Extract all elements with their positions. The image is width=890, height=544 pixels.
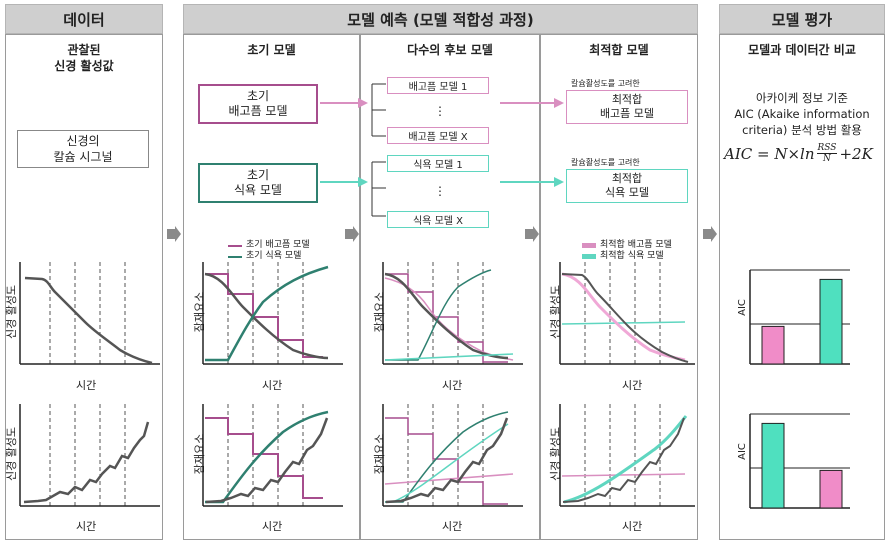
legend-swatch-best-hunger bbox=[582, 243, 596, 248]
appetite-model-x: 식욕 모델 X bbox=[387, 211, 489, 228]
best-appetite-note: 칼슘활성도를 고려한 bbox=[571, 158, 640, 167]
col4-ylabel-bottom: 신경 활성도 bbox=[549, 426, 563, 482]
col3-xlabel-bottom: 시간 bbox=[442, 520, 463, 533]
aic-chart-top bbox=[749, 269, 850, 365]
aic-bar-bottom-2 bbox=[819, 469, 843, 509]
appetite-dots: ⋮ bbox=[434, 184, 446, 198]
col3-chart-top bbox=[382, 262, 523, 365]
aic-ylabel-top: AIC bbox=[736, 299, 748, 316]
col2-chart-bottom bbox=[202, 404, 343, 507]
col3-title: 다수의 후보 모델 bbox=[407, 43, 493, 57]
hunger-model-x: 배고픔 모델 X bbox=[387, 127, 489, 144]
aic-bar-bottom-1 bbox=[761, 422, 785, 509]
header-evaluation: 모델 평가 bbox=[719, 4, 885, 34]
arrow-appetite-to-candidates bbox=[320, 177, 368, 187]
col1-chart-bottom bbox=[19, 404, 160, 507]
hunger-bracket bbox=[371, 83, 386, 137]
aic-ylabel-bottom: AIC bbox=[736, 443, 748, 460]
flow-arrow-1 bbox=[167, 226, 181, 242]
col1-title: 관찰된 신경 활성값 bbox=[54, 43, 114, 73]
col3-ylabel-top: 잠재요소 bbox=[373, 291, 387, 333]
col1-xlabel-top: 시간 bbox=[76, 379, 97, 392]
panel-evaluation bbox=[719, 34, 885, 540]
col4-xlabel-top: 시간 bbox=[622, 379, 643, 392]
col1-xlabel-bottom: 시간 bbox=[76, 520, 97, 533]
col4-xlabel-bottom: 시간 bbox=[622, 520, 643, 533]
best-hunger-model-box: 최적합 배고픔 모델 bbox=[566, 90, 688, 124]
aic-chart-bottom bbox=[749, 413, 850, 509]
hunger-dots: ⋮ bbox=[434, 104, 446, 118]
col2-ylabel-bottom: 잠재요소 bbox=[193, 433, 207, 475]
initial-appetite-model-box: 초기 식욕 모델 bbox=[198, 163, 318, 203]
best-appetite-model-box: 최적합 식욕 모델 bbox=[566, 169, 688, 203]
appetite-bracket bbox=[371, 161, 386, 217]
col4-ylabel-top: 신경 활성도 bbox=[549, 284, 563, 340]
aic-formula: AIC = N×ln RSS N +2K bbox=[724, 143, 873, 164]
col3-chart-bottom bbox=[382, 404, 523, 507]
flow-arrow-2 bbox=[345, 226, 359, 242]
aic-bar-top-2 bbox=[819, 278, 843, 365]
arrow-candidates-to-best-appetite bbox=[500, 177, 564, 187]
panel-candidate-models bbox=[360, 34, 540, 540]
legend-swatch-hunger bbox=[228, 244, 242, 247]
col2-chart-top bbox=[202, 262, 343, 365]
appetite-model-1: 식욕 모델 1 bbox=[387, 155, 489, 172]
col2-legend: 초기 배고픔 모델 초기 식욕 모델 bbox=[228, 240, 310, 262]
col1-ylabel-top: 신경 활성도 bbox=[5, 284, 19, 340]
col4-chart-bottom bbox=[559, 404, 695, 507]
arrow-candidates-to-best-hunger bbox=[500, 98, 564, 108]
col4-title: 최적합 모델 bbox=[589, 43, 649, 57]
col5-title: 모델과 데이터간 비교 bbox=[748, 43, 856, 57]
col2-title: 초기 모델 bbox=[247, 43, 296, 57]
header-prediction: 모델 예측 (모델 적합성 과정) bbox=[183, 4, 698, 34]
header-data: 데이터 bbox=[5, 4, 163, 34]
flow-arrow-3 bbox=[525, 226, 539, 242]
legend-swatch-best-appetite bbox=[582, 254, 596, 259]
col1-chart-top bbox=[19, 262, 160, 365]
aic-description: 아카이케 정보 기준 AIC (Akaike information crite… bbox=[734, 91, 870, 137]
initial-hunger-model-box: 초기 배고픔 모델 bbox=[198, 84, 318, 124]
col4-chart-top bbox=[559, 262, 695, 365]
hunger-model-1: 배고픔 모델 1 bbox=[387, 77, 489, 94]
col2-xlabel-top: 시간 bbox=[262, 379, 283, 392]
col1-ylabel-bottom: 신경 활성도 bbox=[5, 426, 19, 482]
best-hunger-note: 칼슘활성도를 고려한 bbox=[571, 79, 640, 88]
col3-ylabel-bottom: 잠재요소 bbox=[373, 433, 387, 475]
calcium-signal-box: 신경의 칼슘 시그널 bbox=[17, 130, 149, 168]
panel-data bbox=[5, 34, 163, 540]
col3-xlabel-top: 시간 bbox=[442, 379, 463, 392]
col2-xlabel-bottom: 시간 bbox=[262, 520, 283, 533]
col4-legend: 최적합 배고픔 모델 최적합 식욕 모델 bbox=[582, 240, 672, 262]
col2-ylabel-top: 잠재요소 bbox=[193, 291, 207, 333]
legend-swatch-appetite bbox=[228, 255, 242, 258]
arrow-hunger-to-candidates bbox=[320, 98, 368, 108]
flow-arrow-4 bbox=[703, 226, 717, 242]
aic-bar-top-1 bbox=[761, 325, 785, 365]
